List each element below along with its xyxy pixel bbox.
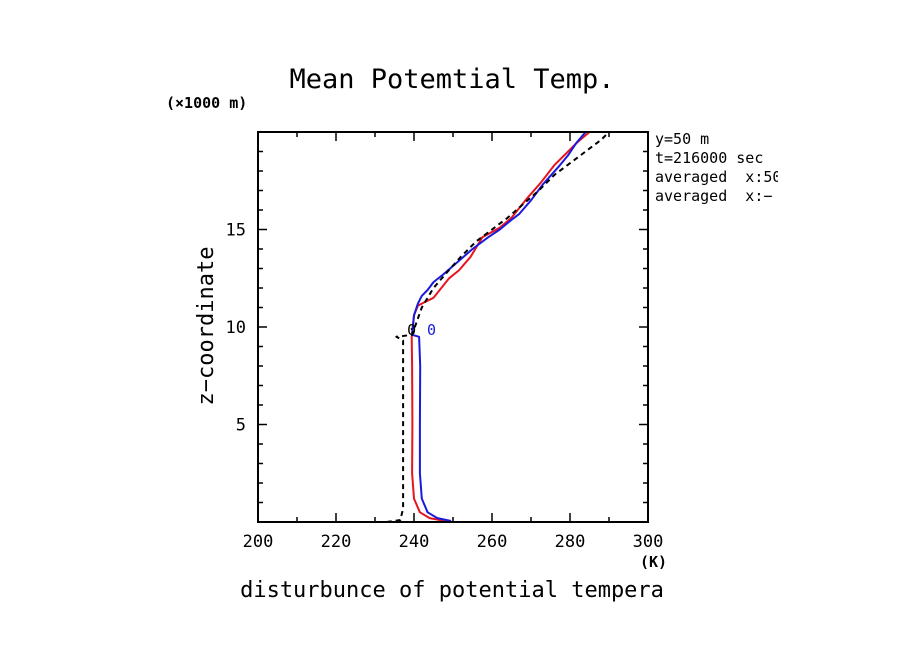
x-tick-label: 220 bbox=[321, 532, 352, 552]
series-layer bbox=[386, 132, 610, 523]
annotation-block: y=50 m t=216000 sec averaged x:50 averag… bbox=[655, 130, 781, 205]
series-line-2 bbox=[386, 132, 610, 523]
x-tick-label: 200 bbox=[243, 532, 274, 552]
x-tick-label: 300 bbox=[633, 532, 664, 552]
annotation-avg-1: averaged x:50 bbox=[655, 168, 781, 186]
tick-labels: 200 220 240 260 280 300 5 10 15 bbox=[226, 221, 664, 553]
x-tick-label: 280 bbox=[555, 532, 586, 552]
x-axis-label: disturbunce of potential tempera bbox=[240, 578, 664, 603]
series-line-0 bbox=[410, 132, 591, 522]
axis-ticks bbox=[257, 132, 649, 522]
contour-mark-label: 0 bbox=[427, 321, 436, 339]
y-tick-label: 10 bbox=[226, 318, 246, 338]
series-line-1 bbox=[411, 132, 587, 522]
x-tick-label: 240 bbox=[399, 532, 430, 552]
y-tick-label: 15 bbox=[226, 221, 246, 241]
annotation-avg-2: averaged x:− bbox=[655, 187, 772, 205]
annotation-y: y=50 m bbox=[655, 130, 709, 148]
chart-title: Mean Potemtial Temp. bbox=[289, 64, 614, 95]
x-tick-label: 260 bbox=[477, 532, 508, 552]
contour-mark-label: 0 bbox=[407, 321, 416, 339]
y-unit-label: (×1000 m) bbox=[166, 94, 247, 112]
y-axis-label: z−coordinate bbox=[194, 247, 219, 406]
x-unit-label: (K) bbox=[640, 553, 667, 571]
plot-frame bbox=[257, 131, 649, 523]
y-tick-label: 5 bbox=[236, 416, 246, 436]
annotation-time: t=216000 sec bbox=[655, 149, 763, 167]
